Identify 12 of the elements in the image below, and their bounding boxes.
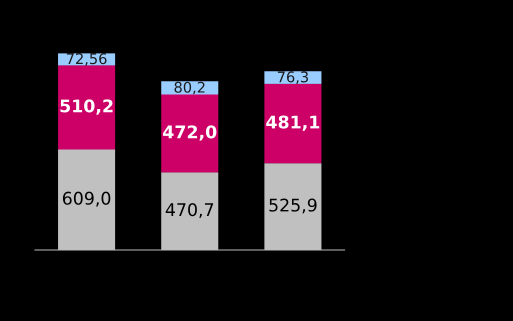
data-label: 80,2 — [174, 82, 205, 94]
bar — [161, 94, 218, 172]
data-label: 481,1 — [266, 115, 320, 131]
data-label: 510,2 — [60, 99, 113, 115]
data-label: 609,0 — [62, 192, 110, 207]
data-label: 76,3 — [278, 71, 308, 84]
data-label: 72,56 — [66, 53, 107, 66]
data-label: 525,9 — [269, 198, 317, 214]
bar — [58, 65, 116, 150]
data-label: 470,7 — [166, 203, 214, 218]
data-label: 472,0 — [163, 125, 216, 141]
bar — [264, 84, 322, 164]
